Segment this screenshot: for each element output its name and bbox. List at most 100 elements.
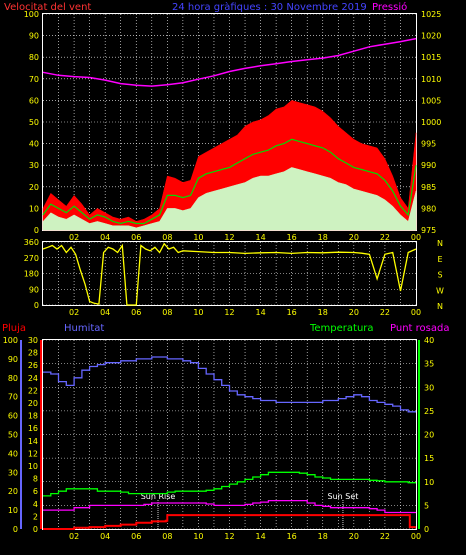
- temperature-y-tick: 30: [424, 383, 434, 392]
- pressure-y-tick: 995: [421, 140, 436, 149]
- climate-x-tick: 14: [255, 532, 265, 541]
- rain-series: [43, 514, 416, 530]
- direction-x-tick: 18: [318, 308, 328, 317]
- humidity-y-tick: 20: [8, 487, 18, 496]
- wind-y-tick: 70: [29, 75, 39, 84]
- climate-x-tick: 00: [411, 532, 421, 541]
- rain-y-tick: 10: [28, 462, 38, 471]
- direction-x-tick: 20: [349, 308, 359, 317]
- rain-y-tick: 16: [28, 424, 38, 433]
- direction-x-tick: 14: [255, 308, 265, 317]
- temperature-title: Temperatura: [309, 323, 374, 334]
- climate-x-tick: 12: [224, 532, 234, 541]
- wind-x-tick: 12: [224, 233, 234, 242]
- dew-point-series: [43, 499, 416, 514]
- compass-label: W: [436, 286, 444, 295]
- direction-x-tick: 08: [162, 308, 172, 317]
- rain-title: Pluja: [2, 323, 26, 334]
- wind-x-tick: 20: [349, 233, 359, 242]
- pressure-y-tick: 980: [421, 204, 436, 213]
- rain-y-tick: 26: [28, 361, 38, 370]
- pressure-y-tick: 990: [421, 161, 436, 170]
- compass-label: N: [437, 239, 443, 248]
- direction-y-tick: 360: [24, 238, 39, 247]
- humidity-series: [43, 356, 416, 413]
- temperature-y-tick: 25: [424, 407, 434, 416]
- direction-x-tick: 22: [380, 308, 390, 317]
- wind-x-tick: 00: [411, 233, 421, 242]
- wind-y-tick: 90: [29, 32, 39, 41]
- wind-y-tick: 20: [29, 183, 39, 192]
- pressure-y-tick: 1015: [421, 53, 441, 62]
- humidity-y-tick: 90: [8, 355, 18, 364]
- climate-panel: 0102030405060708090100024681012141618202…: [3, 336, 434, 541]
- direction-x-tick: 10: [193, 308, 203, 317]
- climate-x-tick: 20: [349, 532, 359, 541]
- rain-y-tick: 2: [33, 512, 38, 521]
- wind-x-tick: 08: [162, 233, 172, 242]
- humidity-y-tick: 40: [8, 449, 18, 458]
- humidity-y-tick: 70: [8, 393, 18, 402]
- rain-y-tick: 8: [33, 475, 38, 484]
- compass-label: E: [437, 255, 442, 264]
- climate-x-tick: 22: [380, 532, 390, 541]
- temperature-y-tick: 10: [424, 478, 434, 487]
- pressure-title: Pressió: [372, 1, 407, 13]
- rain-y-tick: 4: [33, 500, 38, 509]
- rain-y-tick: 12: [28, 449, 38, 458]
- humidity-y-tick: 80: [8, 374, 18, 383]
- climate-panel-frame: [42, 339, 417, 530]
- wind-panel-frame: [42, 13, 417, 231]
- wind-y-tick: 10: [29, 204, 39, 213]
- wind-y-tick: 40: [29, 140, 39, 149]
- temperature-y-tick: 40: [424, 336, 434, 345]
- wind-x-tick: 10: [193, 233, 203, 242]
- wind-x-tick: 06: [131, 233, 141, 242]
- wind-y-tick: 0: [34, 226, 39, 235]
- compass-label: N: [437, 302, 443, 311]
- direction-x-tick: 16: [287, 308, 297, 317]
- temperature-y-tick: 20: [424, 431, 434, 440]
- wind-speed-title: Velocitat del vent: [4, 2, 91, 13]
- humidity-y-tick: 0: [13, 525, 18, 534]
- wind-x-tick: 22: [380, 233, 390, 242]
- pressure-y-tick: 1005: [421, 96, 441, 105]
- pressure-y-tick: 975: [421, 226, 436, 235]
- rain-y-tick: 22: [28, 386, 38, 395]
- rain-y-tick: 24: [28, 374, 38, 383]
- wind-x-tick: 18: [318, 233, 328, 242]
- pressure-y-tick: 1000: [421, 118, 441, 127]
- temperature-y-tick: 0: [424, 525, 429, 534]
- direction-panel-frame: [42, 241, 417, 306]
- sunrise-label: Sun Rise: [141, 492, 176, 501]
- sunset-label: Sun Set: [328, 492, 359, 501]
- direction-x-tick: 04: [100, 308, 110, 317]
- rain-y-tick: 28: [28, 349, 38, 358]
- climate-x-tick: 04: [100, 532, 110, 541]
- temperature-series: [43, 471, 416, 497]
- rain-y-tick: 14: [28, 437, 38, 446]
- rain-y-tick: 20: [28, 399, 38, 408]
- direction-x-tick: 02: [69, 308, 79, 317]
- wind-direction-series: [42, 242, 417, 306]
- climate-x-tick: 10: [193, 532, 203, 541]
- rain-y-tick: 6: [33, 487, 38, 496]
- wind-low-series: [42, 167, 417, 231]
- pressure-y-tick: 1010: [421, 75, 441, 84]
- climate-x-tick: 02: [69, 532, 79, 541]
- pressure-y-tick: 985: [421, 183, 436, 192]
- direction-y-tick: 90: [29, 285, 39, 294]
- climate-x-tick: 08: [162, 532, 172, 541]
- direction-x-tick: 00: [411, 308, 421, 317]
- climate-x-tick: 06: [131, 532, 141, 541]
- rain-y-tick: 18: [28, 412, 38, 421]
- humidity-y-tick: 60: [8, 412, 18, 421]
- direction-x-tick: 12: [224, 308, 234, 317]
- wind-y-tick: 60: [29, 96, 39, 105]
- temperature-y-tick: 15: [424, 454, 434, 463]
- humidity-y-tick: 10: [8, 506, 18, 515]
- compass-label: S: [437, 271, 442, 280]
- wind-average-series: [42, 138, 417, 225]
